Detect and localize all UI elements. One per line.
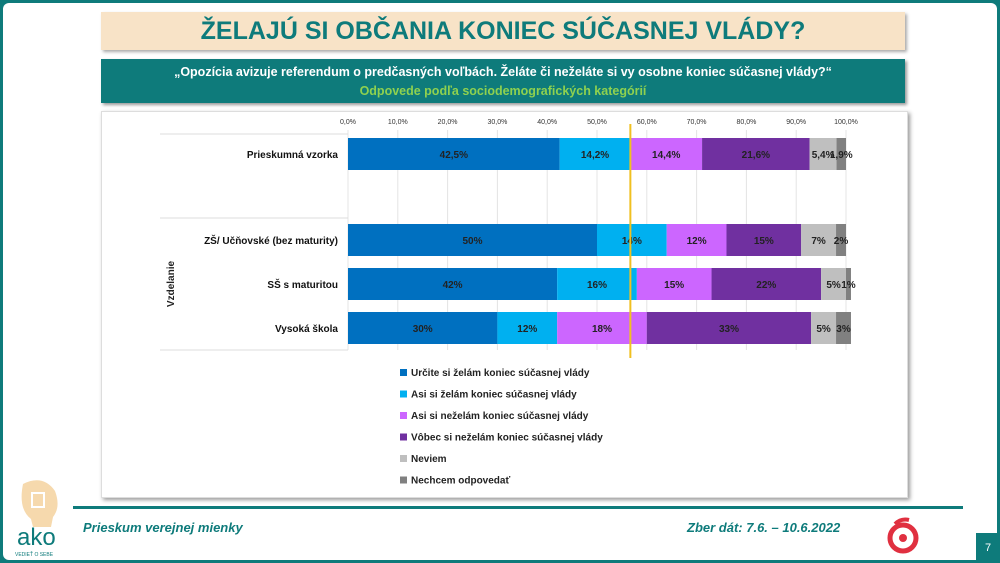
data-label: 5,4% [812, 150, 835, 161]
data-label: 33% [719, 324, 739, 335]
bar-segment [801, 224, 837, 256]
footer-survey-name: Prieskum verejnej mienky [83, 520, 243, 535]
bar-segment [666, 224, 727, 256]
x-tick-label: 40,0% [537, 119, 557, 126]
data-label: 14% [622, 236, 642, 247]
page-number: 7 [976, 533, 1000, 563]
data-label: 42,5% [440, 150, 468, 161]
data-label: 18% [592, 324, 612, 335]
bar-segment [557, 312, 647, 344]
question-box: „Opozícia avizuje referendum o predčasný… [101, 59, 905, 103]
data-label: 5% [826, 280, 841, 291]
x-tick-label: 0,0% [340, 119, 356, 126]
x-tick-label: 70,0% [687, 119, 707, 126]
bar-segment [348, 312, 498, 344]
bar-segment [836, 138, 846, 170]
bar-segment [348, 224, 597, 256]
legend-label: Asi si neželám koniec súčasnej vlády [411, 411, 589, 422]
bar-segment [809, 138, 837, 170]
category-label: Vysoká škola [275, 324, 338, 335]
x-tick-label: 30,0% [487, 119, 507, 126]
legend-label: Asi si želám koniec súčasnej vlády [411, 390, 577, 401]
bar-segment [711, 268, 822, 300]
bar-segment [557, 268, 637, 300]
legend-swatch [400, 433, 407, 441]
data-label: 14,4% [652, 150, 680, 161]
slide: ŽELAJÚ SI OBČANIA KONIEC SÚČASNEJ VLÁDY?… [3, 3, 997, 560]
bar-segment [559, 138, 631, 170]
bar-segment [846, 268, 851, 300]
legend-swatch [400, 369, 407, 376]
question-text: „Opozícia avizuje referendum o predčasný… [174, 65, 832, 79]
data-label: 42% [443, 280, 463, 291]
legend-swatch [400, 455, 407, 462]
bar-segment [497, 312, 558, 344]
bar-segment [836, 224, 846, 256]
category-label: SŠ s maturitou [267, 278, 338, 291]
data-label: 22% [756, 280, 776, 291]
chart-area: 0,0% 10,0% 20,0% 30,0% 40,0% 50,0% 60,0% 70,0% 8… [101, 111, 908, 498]
bar-segment [836, 312, 851, 344]
data-label: 3% [836, 324, 851, 335]
legend-label: Vôbec si neželám koniec súčasnej vlády [411, 433, 603, 444]
data-label: 5% [816, 324, 831, 335]
legend-swatch [400, 412, 407, 419]
category-label: ZŠ/ Učňovské (bez maturity) [204, 234, 338, 247]
x-tick-label: 10,0% [388, 119, 408, 126]
subtitle: Odpovede podľa sociodemografických kateg… [359, 84, 647, 98]
data-label: 14,2% [581, 150, 609, 161]
bar-segment [630, 138, 703, 170]
bar-segment [348, 268, 558, 300]
x-tick-label: 60,0% [637, 119, 657, 126]
data-label: 30% [413, 324, 433, 335]
data-label: 1,9% [830, 150, 853, 161]
bar-segment [821, 268, 846, 300]
bar-segment [597, 224, 667, 256]
data-label: 2% [834, 236, 849, 247]
legend-label: Neviem [411, 454, 447, 465]
bar-segment [348, 138, 560, 170]
stacked-bar-chart: 0,0% 10,0% 20,0% 30,0% 40,0% 50,0% 60,0% 70,0% 8… [160, 119, 858, 487]
data-label: 16% [587, 280, 607, 291]
legend-swatch [400, 390, 407, 398]
partner-logo-icon [887, 517, 919, 554]
data-label: 50% [462, 236, 482, 247]
data-label: 7% [811, 236, 826, 247]
ako-logo: ako VEDIEŤ O SEBE [15, 480, 58, 558]
legend-label: Určite si želám koniec súčasnej vlády [411, 368, 590, 379]
data-label: 21,6% [742, 150, 770, 161]
category-label: Prieskumná vzorka [247, 150, 339, 161]
data-label: 15% [664, 280, 684, 291]
legend-label: Nechcem odpovedať [411, 476, 510, 487]
bar-segment [811, 312, 837, 344]
data-label: 1% [841, 280, 856, 291]
page-title: ŽELAJÚ SI OBČANIA KONIEC SÚČASNEJ VLÁDY? [101, 12, 905, 50]
bar-segment [646, 312, 812, 344]
logo-tagline: VEDIEŤ O SEBE [15, 550, 54, 558]
x-tick-label: 50,0% [587, 119, 607, 126]
data-label: 12% [517, 324, 537, 335]
x-tick-label: 90,0% [786, 119, 806, 126]
footer-divider [73, 506, 963, 509]
x-tick-label: 100,0% [834, 119, 858, 126]
bar-segment [636, 268, 712, 300]
bar-segment [726, 224, 802, 256]
footer-date: Zber dát: 7.6. – 10.6.2022 [687, 520, 841, 535]
x-tick-label: 20,0% [438, 119, 458, 126]
bar-segment [702, 138, 810, 170]
legend-swatch [400, 476, 407, 484]
group-label: Vzdelanie [166, 261, 177, 308]
x-tick-label: 80,0% [736, 119, 756, 126]
data-label: 12% [687, 236, 707, 247]
data-label: 15% [754, 236, 774, 247]
logo-text: ako [17, 524, 56, 551]
